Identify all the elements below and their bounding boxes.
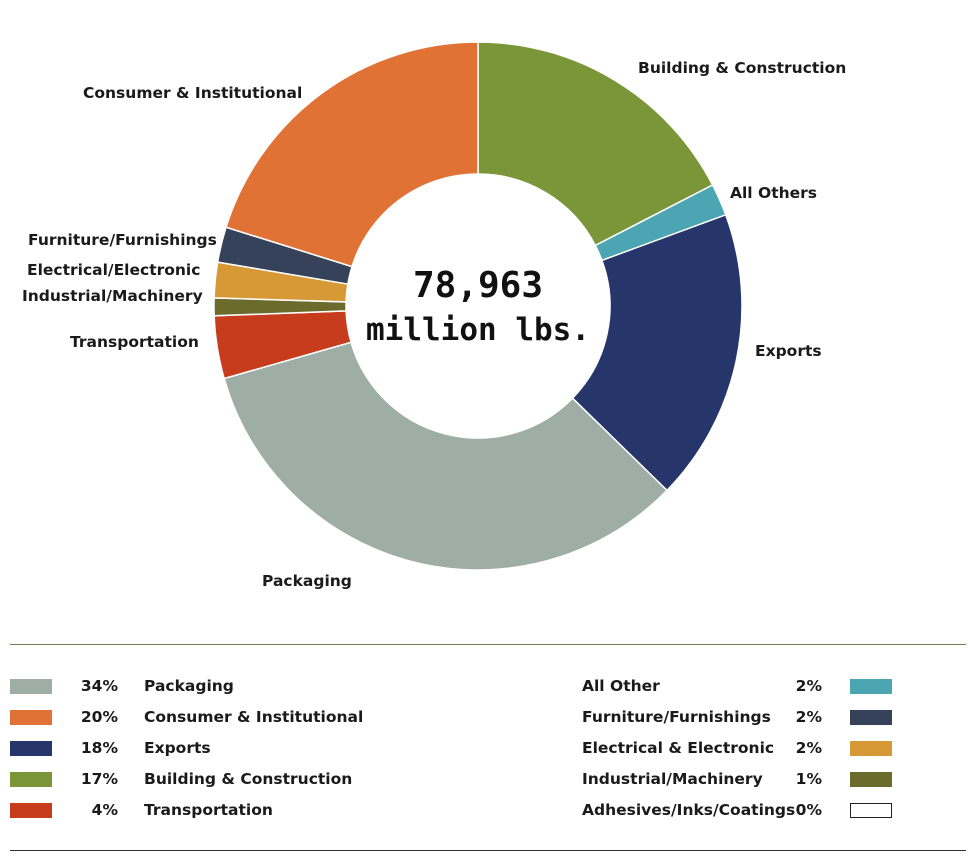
legend-swatch xyxy=(10,709,52,725)
slice-label-transportation: Transportation xyxy=(70,333,199,351)
legend-percent: 2% xyxy=(795,739,822,757)
slice-label-all-others: All Others xyxy=(730,184,817,202)
center-total-unit: million lbs. xyxy=(366,312,590,348)
legend-item: 20% Consumer & Institutional xyxy=(10,705,363,729)
legend-item: Industrial/Machinery 1% xyxy=(582,767,892,791)
legend-label: Adhesives/Inks/Coatings xyxy=(582,801,796,819)
legend-item: 17% Building & Construction xyxy=(10,767,352,791)
legend-item: 4% Transportation xyxy=(10,798,273,822)
donut-slices xyxy=(213,41,743,571)
legend-label: Consumer & Institutional xyxy=(144,708,364,726)
legend-percent: 1% xyxy=(795,770,822,788)
slice-label-industrial-machinery: Industrial/Machinery xyxy=(22,287,203,305)
slice-label-exports: Exports xyxy=(755,342,822,360)
legend-percent: 20% xyxy=(80,708,118,726)
legend-percent: 2% xyxy=(795,677,822,695)
legend-label: Exports xyxy=(144,739,211,757)
legend-label: Building & Construction xyxy=(144,770,353,788)
legend-item: Adhesives/Inks/Coatings 0% xyxy=(582,798,892,822)
legend-percent: 17% xyxy=(80,770,118,788)
legend-swatch xyxy=(850,802,892,818)
legend-swatch xyxy=(850,771,892,787)
slice-label-packaging: Packaging xyxy=(262,572,352,590)
legend-item: Electrical & Electronic 2% xyxy=(582,736,892,760)
slice-label-building-construction: Building & Construction xyxy=(638,59,846,77)
legend-label: Electrical & Electronic xyxy=(582,739,775,757)
legend-label: Industrial/Machinery xyxy=(582,770,763,788)
legend-bottom-divider xyxy=(10,850,966,851)
donut-chart: Building & Construction All Others Expor… xyxy=(22,41,846,590)
legend-percent: 34% xyxy=(80,677,118,695)
legend-swatch xyxy=(10,802,52,818)
slice-labels: Building & Construction All Others Expor… xyxy=(22,59,846,590)
legend-swatch xyxy=(10,740,52,756)
legend-label: Packaging xyxy=(144,677,234,695)
legend-percent: 4% xyxy=(91,801,118,819)
slice-exports xyxy=(571,213,743,492)
slice-label-electrical-electronic: Electrical/Electronic xyxy=(27,261,200,279)
slice-building-construction xyxy=(477,41,714,247)
slice-consumer-institutional xyxy=(225,41,479,268)
legend-item: 34% Packaging xyxy=(10,674,234,698)
slice-label-furniture-furnishings: Furniture/Furnishings xyxy=(28,231,217,249)
legend-swatch xyxy=(850,740,892,756)
legend-percent: 2% xyxy=(795,708,822,726)
legend-swatch xyxy=(10,678,52,694)
legend-item: All Other 2% xyxy=(582,674,892,698)
slice-label-consumer-institutional: Consumer & Institutional xyxy=(83,84,302,102)
legend-swatch xyxy=(850,678,892,694)
slice-packaging xyxy=(223,341,669,571)
legend-percent: 0% xyxy=(795,801,822,819)
legend-item: Furniture/Furnishings 2% xyxy=(582,705,892,729)
legend-item: 18% Exports xyxy=(10,736,211,760)
legend-swatch xyxy=(10,771,52,787)
legend-label: Transportation xyxy=(144,801,273,819)
legend-top-divider xyxy=(10,644,966,645)
legend-percent: 18% xyxy=(80,739,118,757)
legend-swatch xyxy=(850,709,892,725)
legend-label: All Other xyxy=(582,677,660,695)
center-total-value: 78,963 xyxy=(413,265,543,306)
legend-label: Furniture/Furnishings xyxy=(582,708,771,726)
legend: 34% Packaging 20% Consumer & Institution… xyxy=(0,670,974,830)
